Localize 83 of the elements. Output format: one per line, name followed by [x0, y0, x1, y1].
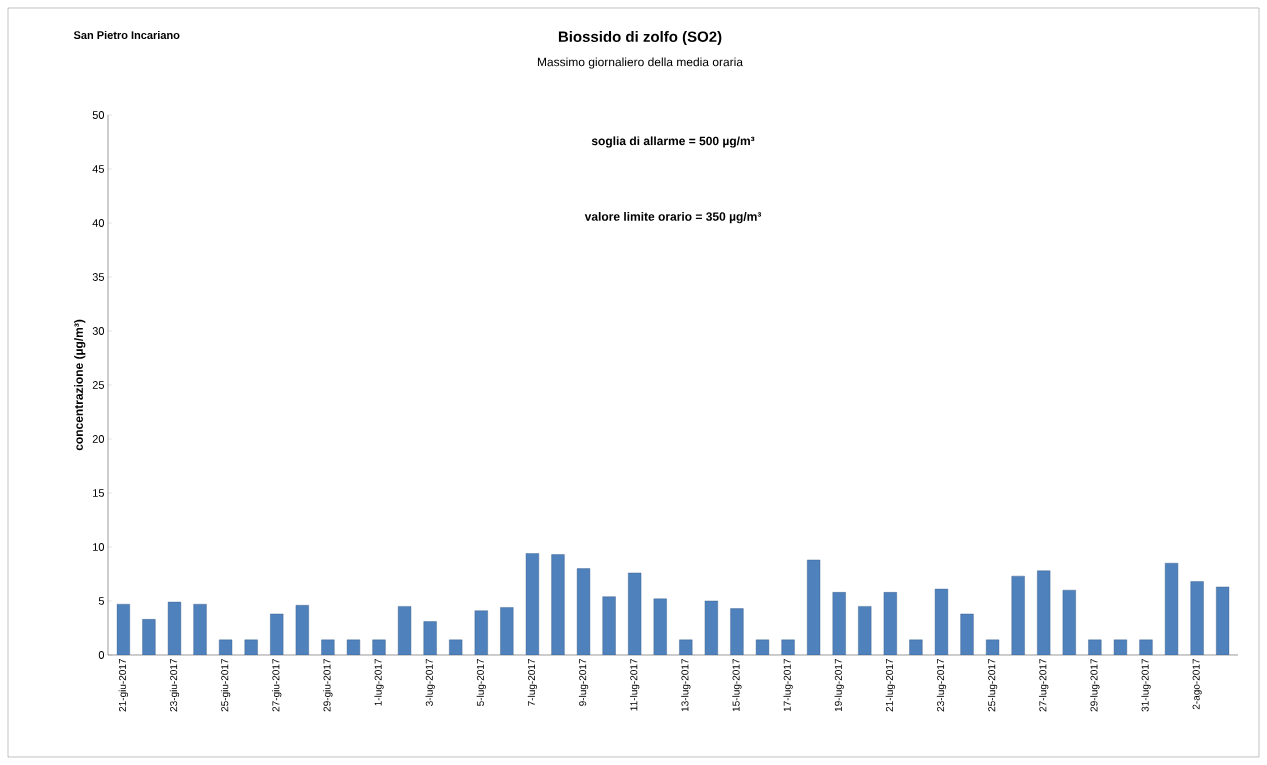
bar: [986, 639, 1000, 655]
annotation: valore limite orario = 350 µg/m³: [584, 211, 762, 224]
bar: [1190, 581, 1204, 655]
x-tick-label: 21-lug-2017: [885, 659, 895, 712]
y-tick-label: 50: [92, 111, 105, 119]
annotation: soglia di allarme = 500 µg/m³: [591, 136, 755, 148]
y-tick-label: 20: [92, 435, 105, 443]
text: San Pietro Incariano: [73, 30, 180, 40]
bar: [704, 600, 718, 655]
bar: [1011, 575, 1025, 655]
bar: [525, 553, 539, 655]
y-tick-label: 45: [92, 165, 104, 173]
bar: [321, 639, 335, 655]
x-tick-label: 1-lug-2017: [374, 659, 384, 706]
x-tick-label: 29-giu-2017: [323, 659, 333, 712]
bar: [602, 596, 616, 655]
y-tick-label: 35: [92, 273, 104, 281]
bar: [628, 572, 642, 655]
bar: [858, 606, 872, 655]
x-tick-label: 9-lug-2017: [578, 659, 589, 706]
bar: [346, 639, 361, 655]
x-tick-label: 29-lug-2017: [1090, 659, 1100, 712]
bar: [781, 639, 795, 655]
x-tick-label: 15-lug-2017: [732, 659, 742, 712]
y-tick-label: 0: [98, 651, 105, 659]
bar: [755, 639, 770, 655]
x-tick-label: 27-giu-2017: [272, 659, 282, 712]
x-tick-label: 21-giu-2017: [118, 659, 128, 712]
bar: [909, 639, 923, 655]
bar: [1113, 639, 1128, 655]
x-tick-label: 5-lug-2017: [476, 659, 486, 706]
bar: [807, 559, 821, 655]
bar: [653, 598, 667, 655]
x-tick-label: 7-lug-2017: [527, 659, 538, 706]
bar: [883, 592, 897, 655]
bar: [397, 606, 412, 655]
bar: [270, 613, 284, 655]
x-tick-label: 11-lug-2017: [630, 659, 640, 711]
chart-title: Biossido di zolfo (SO2): [558, 31, 722, 45]
x-tick-label: 27-lug-2017: [1039, 659, 1049, 712]
y-tick-label: 30: [92, 327, 105, 335]
bar: [167, 601, 182, 655]
bar: [1164, 562, 1179, 655]
bar: [244, 639, 258, 655]
bar: [295, 605, 309, 655]
bar: [142, 619, 156, 655]
x-tick-label: 19-lug-2017: [834, 659, 844, 712]
x-tick-label: 2-ago-2017: [1192, 659, 1202, 710]
y-tick-label: 25: [92, 381, 104, 389]
y-axis-title: concentrazione (µg/m³): [74, 319, 86, 451]
x-tick-label: 23-giu-2017: [169, 659, 180, 712]
bar: [1216, 586, 1230, 655]
bar: [1088, 639, 1102, 655]
bar: [960, 613, 974, 655]
bar: [934, 588, 949, 655]
y-tick-label: 10: [93, 543, 105, 551]
bar: [500, 607, 514, 655]
bar: [1139, 639, 1153, 655]
x-tick-label: 25-lug-2017: [987, 659, 998, 712]
x-tick-label: 31-lug-2017: [1141, 659, 1151, 712]
bar: [1037, 570, 1051, 655]
bar: [832, 592, 846, 655]
bar: [474, 610, 488, 655]
x-tick-label: 3-lug-2017: [425, 659, 435, 706]
y-tick-label: 15: [93, 489, 104, 497]
bar: [423, 621, 437, 655]
x-tick-label: 23-lug-2017: [936, 659, 947, 712]
bar: [551, 554, 565, 655]
x-tick-label: 17-lug-2017: [783, 659, 793, 712]
y-tick-label: 40: [92, 219, 105, 227]
bar: [730, 608, 744, 655]
bar: [116, 604, 130, 655]
bar: [679, 639, 693, 655]
bar: [576, 568, 591, 655]
bar: [193, 604, 207, 655]
chart-subtitle: Massimo giornaliero della media oraria: [537, 57, 743, 69]
y-tick-label: 5: [98, 597, 104, 605]
bar: [1062, 589, 1076, 655]
x-tick-label: 25-giu-2017: [220, 659, 231, 712]
x-tick-label: 13-lug-2017: [681, 659, 691, 712]
bar: [219, 639, 233, 655]
bar: [372, 639, 386, 655]
bar: [449, 639, 463, 655]
